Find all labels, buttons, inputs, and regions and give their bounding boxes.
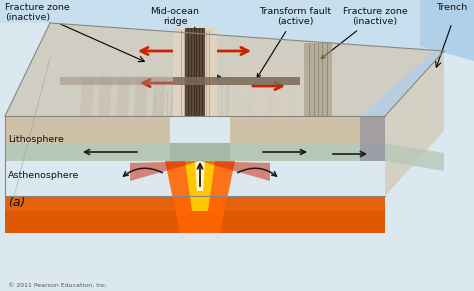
Polygon shape (165, 161, 235, 233)
Polygon shape (5, 23, 444, 116)
Polygon shape (98, 76, 112, 116)
Polygon shape (5, 196, 385, 211)
Polygon shape (5, 143, 170, 161)
Polygon shape (318, 66, 336, 116)
Polygon shape (185, 161, 215, 211)
Polygon shape (296, 66, 314, 116)
Polygon shape (134, 76, 148, 116)
Text: Fracture zone
(inactive): Fracture zone (inactive) (5, 3, 70, 22)
Text: Lithosphere: Lithosphere (8, 134, 64, 143)
Text: Transform fault
(active): Transform fault (active) (257, 7, 331, 78)
Polygon shape (5, 196, 385, 233)
Text: Asthenosphere: Asthenosphere (8, 171, 79, 180)
Polygon shape (173, 28, 217, 116)
Polygon shape (60, 77, 173, 85)
Polygon shape (230, 143, 385, 161)
Polygon shape (5, 143, 385, 161)
Polygon shape (274, 66, 292, 116)
Text: Fracture zone
(inactive): Fracture zone (inactive) (321, 7, 407, 58)
Polygon shape (116, 76, 130, 116)
Polygon shape (360, 116, 385, 161)
Polygon shape (5, 23, 444, 116)
Polygon shape (152, 76, 166, 116)
Polygon shape (5, 116, 170, 143)
Polygon shape (185, 28, 205, 116)
Polygon shape (385, 51, 444, 196)
Polygon shape (304, 43, 332, 116)
Text: (a): (a) (8, 196, 26, 209)
Polygon shape (360, 46, 444, 116)
Polygon shape (200, 161, 270, 181)
Polygon shape (80, 76, 94, 116)
Polygon shape (252, 66, 270, 116)
Polygon shape (0, 0, 474, 61)
Text: Mid-ocean
ridge: Mid-ocean ridge (151, 7, 200, 31)
Polygon shape (170, 76, 184, 116)
Polygon shape (420, 0, 474, 61)
Polygon shape (230, 66, 248, 116)
Polygon shape (173, 77, 300, 85)
Text: Trench: Trench (437, 3, 468, 12)
Polygon shape (130, 161, 200, 181)
Text: © 2011 Pearson Education, Inc.: © 2011 Pearson Education, Inc. (8, 283, 108, 288)
Polygon shape (230, 116, 385, 143)
Polygon shape (195, 161, 205, 191)
Polygon shape (385, 143, 444, 171)
